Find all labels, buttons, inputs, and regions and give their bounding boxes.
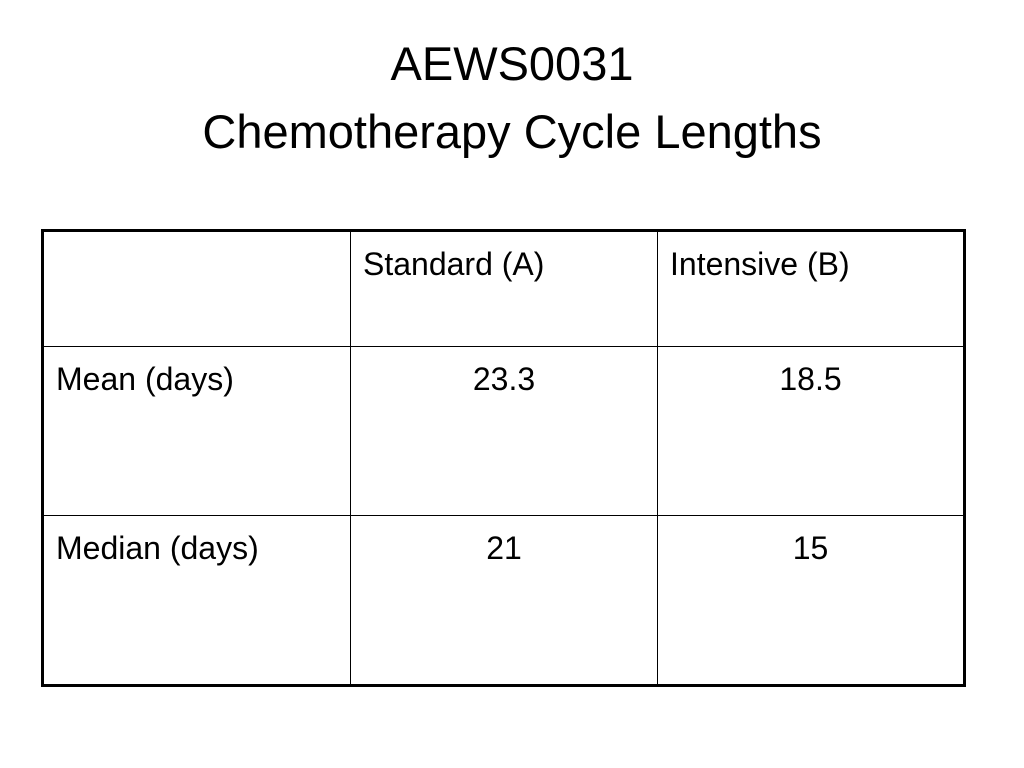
cell-value: 18.5 [657, 346, 965, 516]
cell-value: 23.3 [350, 346, 658, 516]
title-line: AEWS0031 [390, 37, 634, 90]
cell-value: 15 [657, 515, 965, 686]
row-label: Median (days) [42, 515, 351, 686]
data-table: Standard (A) Intensive (B) Mean (days) 2… [41, 229, 966, 687]
table-row: Mean (days) 23.3 18.5 [42, 346, 965, 516]
cell-value: 21 [350, 515, 658, 686]
title-line: Chemotherapy Cycle Lengths [202, 105, 822, 158]
row-label: Mean (days) [42, 346, 351, 516]
title: AEWS0031 Chemotherapy Cycle Lengths [0, 30, 1024, 166]
column-header: Intensive (B) [657, 230, 965, 347]
header-row: Standard (A) Intensive (B) [42, 230, 965, 347]
table-row: Median (days) 21 15 [42, 515, 965, 686]
corner-cell [42, 230, 351, 347]
column-header: Standard (A) [350, 230, 658, 347]
